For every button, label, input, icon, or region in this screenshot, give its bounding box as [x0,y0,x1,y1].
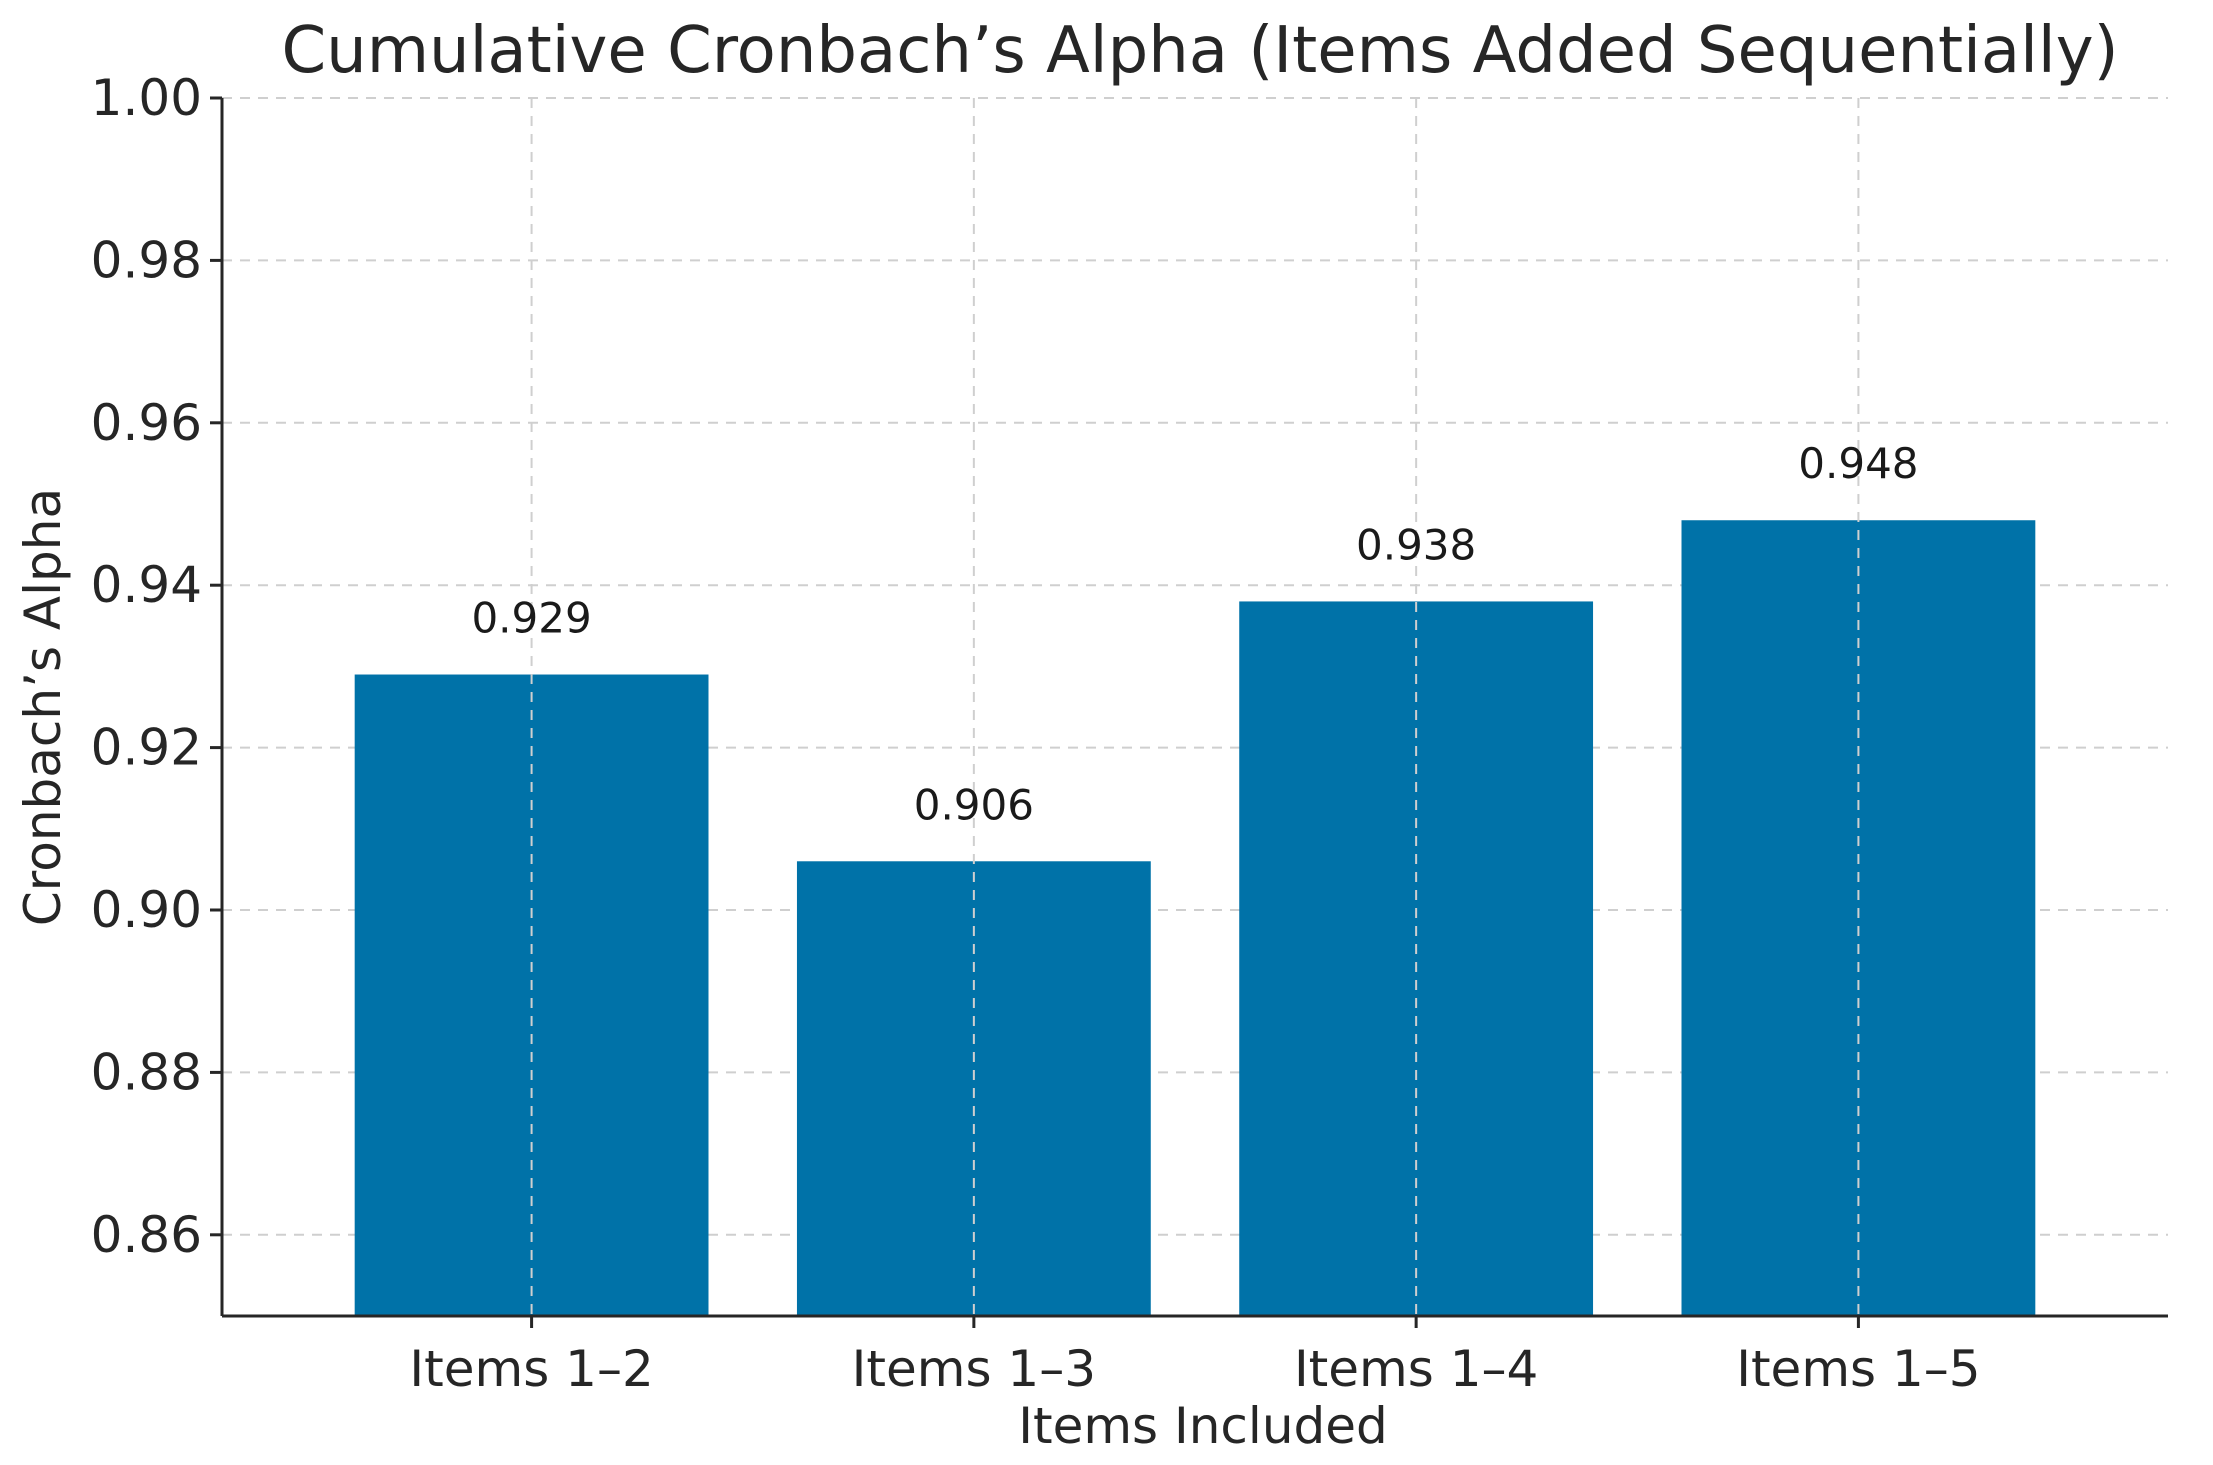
bar-value-label: 0.906 [914,780,1034,829]
y-axis-label: Cronbach’s Alpha [14,488,72,926]
y-tick-label: 0.96 [91,394,202,452]
y-tick-label: 0.90 [91,881,202,939]
bar [1239,601,1594,1316]
y-tick-label: 1.00 [91,69,202,127]
bar-value-label: 0.938 [1356,520,1476,569]
y-tick-label: 0.88 [91,1043,202,1101]
x-tick-label: Items 1–3 [852,1340,1096,1398]
x-axis-ticks: Items 1–2 Items 1–3 Items 1–4 Items 1–5 [409,1316,1981,1398]
x-tick-label: Items 1–5 [1736,1340,1980,1398]
bars-layer [354,520,2036,1316]
x-tick-label: Items 1–4 [1294,1340,1538,1398]
bar [354,674,709,1316]
bar-value-label: 0.929 [471,594,591,643]
x-tick-label: Items 1–2 [409,1340,653,1398]
y-tick-label: 0.98 [91,231,202,289]
y-tick-label: 0.86 [91,1206,202,1264]
chart-title: Cumulative Cronbach’s Alpha (Items Added… [281,14,2118,88]
x-axis-label: Items Included [1018,1397,1388,1455]
data-labels-layer: 0.929 0.906 0.938 0.948 [471,98,1919,1316]
y-axis-ticks: 0.86 0.88 0.90 0.92 0.94 0.96 0.98 1.00 [91,69,222,1264]
y-tick-label: 0.94 [91,556,202,614]
bar-value-label: 0.948 [1798,439,1918,488]
y-tick-label: 0.92 [91,719,202,777]
